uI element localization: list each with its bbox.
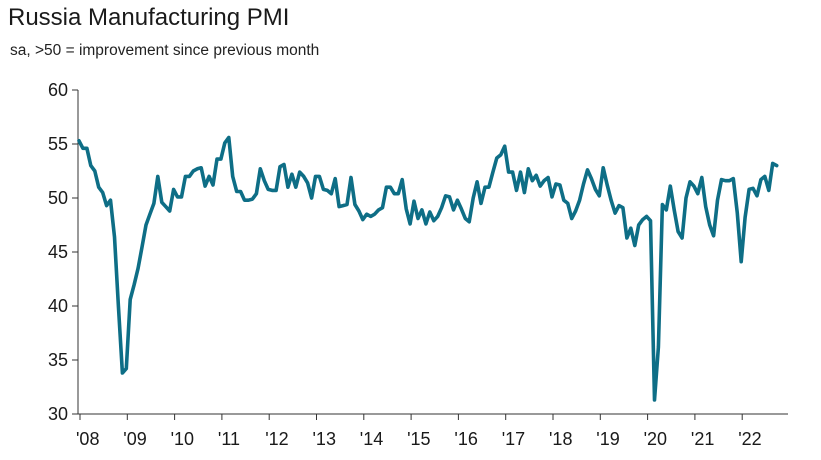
y-tick-label: 30	[48, 404, 68, 424]
x-tick-label: '15	[407, 429, 430, 449]
y-tick-label: 60	[48, 80, 68, 100]
x-tick-label: '11	[218, 429, 240, 449]
y-tick-label: 50	[48, 188, 68, 208]
x-axis: '08 '09 '10 '11 '12 '13 '14 '15 '16 '17 '18 '19 '20 '…	[76, 413, 788, 449]
y-tick-label: 45	[48, 242, 68, 262]
x-tick-label: '22	[738, 429, 761, 449]
x-tick-label: '09	[123, 429, 146, 449]
x-tick-label: '18	[549, 429, 572, 449]
x-tick-label: '21	[691, 429, 714, 449]
x-tick-label: '12	[265, 429, 288, 449]
x-tick-label: '19	[596, 429, 619, 449]
x-tick-label: '14	[360, 429, 383, 449]
y-tick-label: 40	[48, 296, 68, 316]
x-tick-label: '16	[454, 429, 477, 449]
y-tick-label: 55	[48, 134, 68, 154]
plot-area	[77, 135, 779, 402]
y-axis: 30 35 40 45 50 55 60	[48, 80, 79, 424]
chart-title: Russia Manufacturing PMI	[8, 4, 290, 31]
series-line-0	[77, 135, 779, 402]
x-tick-label: '10	[171, 429, 194, 449]
x-tick-label: '08	[76, 429, 99, 449]
x-tick-label: '13	[313, 429, 336, 449]
y-tick-label: 35	[48, 350, 68, 370]
chart-subtitle: sa, >50 = improvement since previous mon…	[10, 42, 320, 59]
x-tick-label: '17	[502, 429, 525, 449]
x-tick-label: '20	[644, 429, 667, 449]
